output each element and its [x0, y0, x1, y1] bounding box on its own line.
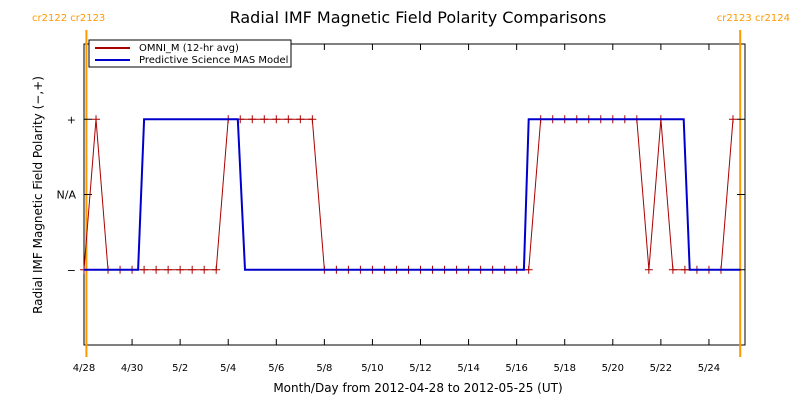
- x-tick-label: 5/24: [698, 363, 720, 374]
- data-point-marker: [308, 115, 317, 124]
- x-tick-label: 5/16: [505, 363, 527, 374]
- data-point-marker: [680, 265, 689, 274]
- data-point-marker: [728, 115, 737, 124]
- y-tick-label: −: [67, 264, 76, 277]
- legend-label-mas: Predictive Science MAS Model: [139, 55, 288, 66]
- x-tick-label: 5/12: [409, 363, 431, 374]
- x-tick-label: 5/4: [220, 363, 236, 374]
- x-tick-label: 4/28: [73, 363, 95, 374]
- data-point-marker: [152, 265, 161, 274]
- data-point-marker: [284, 115, 293, 124]
- y-axis-label: Radial IMF Magnetic Field Polarity (−,+): [31, 76, 45, 314]
- x-tick-label: 5/6: [268, 363, 284, 374]
- rotation-label: cr2123 cr2124: [717, 13, 790, 24]
- series-line-mas: [84, 118, 741, 271]
- rotation-label: cr2122 cr2123: [32, 13, 105, 24]
- legend-box: [88, 39, 292, 68]
- data-point-marker: [164, 265, 173, 274]
- data-point-marker: [200, 265, 209, 274]
- data-point-marker: [272, 115, 281, 124]
- data-point-marker: [644, 265, 653, 274]
- data-point-marker: [212, 265, 221, 274]
- data-point-marker: [248, 115, 257, 124]
- data-point-marker: [92, 115, 101, 124]
- chart-title: Radial IMF Magnetic Field Polarity Compa…: [230, 8, 607, 27]
- x-tick-label: 5/2: [172, 363, 188, 374]
- legend: OMNI_M (12-hr avg) Predictive Science MA…: [88, 39, 292, 68]
- plot-frame: [83, 43, 746, 346]
- x-tick-label: 5/14: [457, 363, 479, 374]
- ticks-layer: 4/28 4/30 5/2 5/4 5/6 5/8 5/10 5/12 5/14 5/16 5/18…: [57, 44, 745, 374]
- legend-label-omni: OMNI_M (12-hr avg): [139, 43, 239, 54]
- x-axis-label: Month/Day from 2012-04-28 to 2012-05-25 …: [273, 381, 562, 395]
- x-tick-label: 5/8: [316, 363, 332, 374]
- data-point-marker: [176, 265, 185, 274]
- x-tick-label: 5/18: [553, 363, 575, 374]
- series-layer: [80, 115, 741, 274]
- x-tick-label: 5/22: [650, 363, 672, 374]
- data-point-marker: [140, 265, 149, 274]
- data-point-marker: [260, 115, 269, 124]
- data-point-marker: [296, 115, 305, 124]
- x-tick-label: 5/20: [602, 363, 624, 374]
- series-line-omni: [83, 118, 734, 271]
- y-tick-label: N/A: [57, 189, 77, 202]
- rotation-layer: cr2122 cr2123 cr2123 cr2124: [32, 13, 790, 357]
- data-point-marker: [668, 265, 677, 274]
- y-tick-label: +: [67, 113, 76, 126]
- x-tick-label: 5/10: [361, 363, 383, 374]
- data-point-marker: [524, 265, 533, 274]
- data-point-marker: [188, 265, 197, 274]
- x-tick-label: 4/30: [121, 363, 143, 374]
